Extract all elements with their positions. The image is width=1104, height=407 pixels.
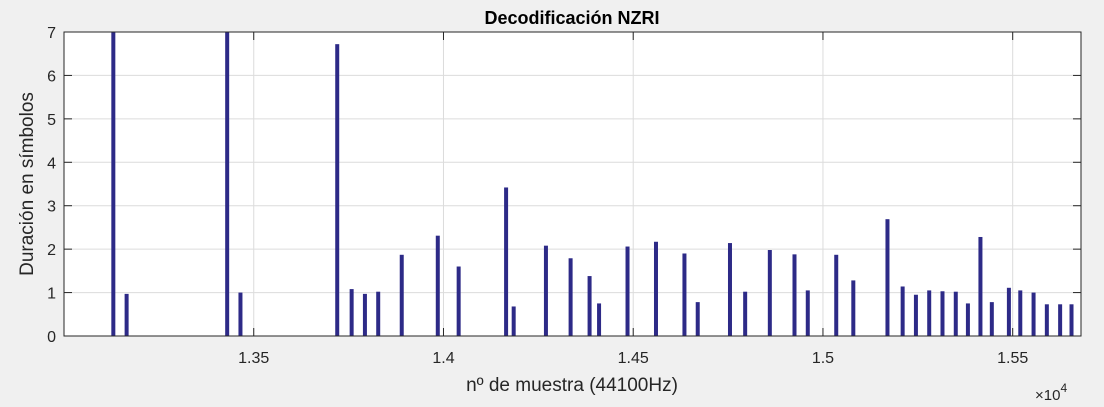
bar [653,241,658,336]
bar [111,32,116,336]
bar [851,280,856,336]
y-tick-label: 4 [47,155,56,172]
bar [625,246,630,336]
bar [927,290,932,336]
bar [399,254,404,336]
ticks: 1.35 1.4 1.45 1.5 1.55 0 1 2 3 4 5 6 7 [47,25,1081,367]
bar [913,294,918,336]
x-tick-label: 1.35 [238,350,269,367]
bar [511,306,516,336]
bars [111,32,1074,336]
y-tick-label: 5 [47,112,56,129]
bar [504,187,509,336]
bar [900,286,905,336]
bar [792,254,797,336]
grid [64,31,1081,337]
bar [456,266,461,336]
bar [597,303,602,336]
bar [238,292,243,336]
bar [885,219,890,336]
bar [805,290,810,336]
x-tick-label: 1.5 [812,350,834,367]
bar [1031,292,1036,336]
bar [124,293,129,336]
chart-title: Decodificación NZRI [484,8,659,28]
bar [568,258,573,336]
bar [1006,287,1011,336]
x-tick-label: 1.4 [432,350,454,367]
bar [940,291,945,336]
y-tick-label: 7 [47,25,56,42]
bar [682,253,687,336]
bar [435,235,440,336]
x-tick-label: 1.55 [997,350,1028,367]
bar [965,303,970,336]
bar [376,291,381,336]
bar [225,32,230,336]
y-tick-label: 6 [47,68,56,85]
y-axis-label: Duración en símbolos [17,92,38,276]
bar [695,302,700,336]
x-exponent-label: ×104 [1035,381,1067,404]
y-tick-label: 3 [47,199,56,216]
bar [953,291,958,336]
bar [834,254,839,336]
bar [1018,290,1023,336]
bar [349,289,354,336]
bar [727,243,732,336]
bar [335,44,340,336]
x-axis-label: nº de muestra (44100Hz) [466,375,678,396]
y-tick-label: 1 [47,286,56,303]
bar [743,291,748,336]
x-exponent-text: 4 [1060,381,1067,395]
bar [543,245,548,336]
bar [1069,304,1074,336]
y-tick-label: 2 [47,242,56,259]
bar [978,236,983,336]
bar [362,293,367,336]
y-tick-label: 0 [47,329,56,346]
plot-frame [63,31,1082,337]
x-tick-label: 1.45 [618,350,649,367]
bar [989,302,994,336]
x-multiplier-text: ×10 [1035,387,1060,404]
bar [1058,304,1063,336]
bar [587,276,592,336]
bar [1044,304,1049,336]
bar [767,250,772,336]
